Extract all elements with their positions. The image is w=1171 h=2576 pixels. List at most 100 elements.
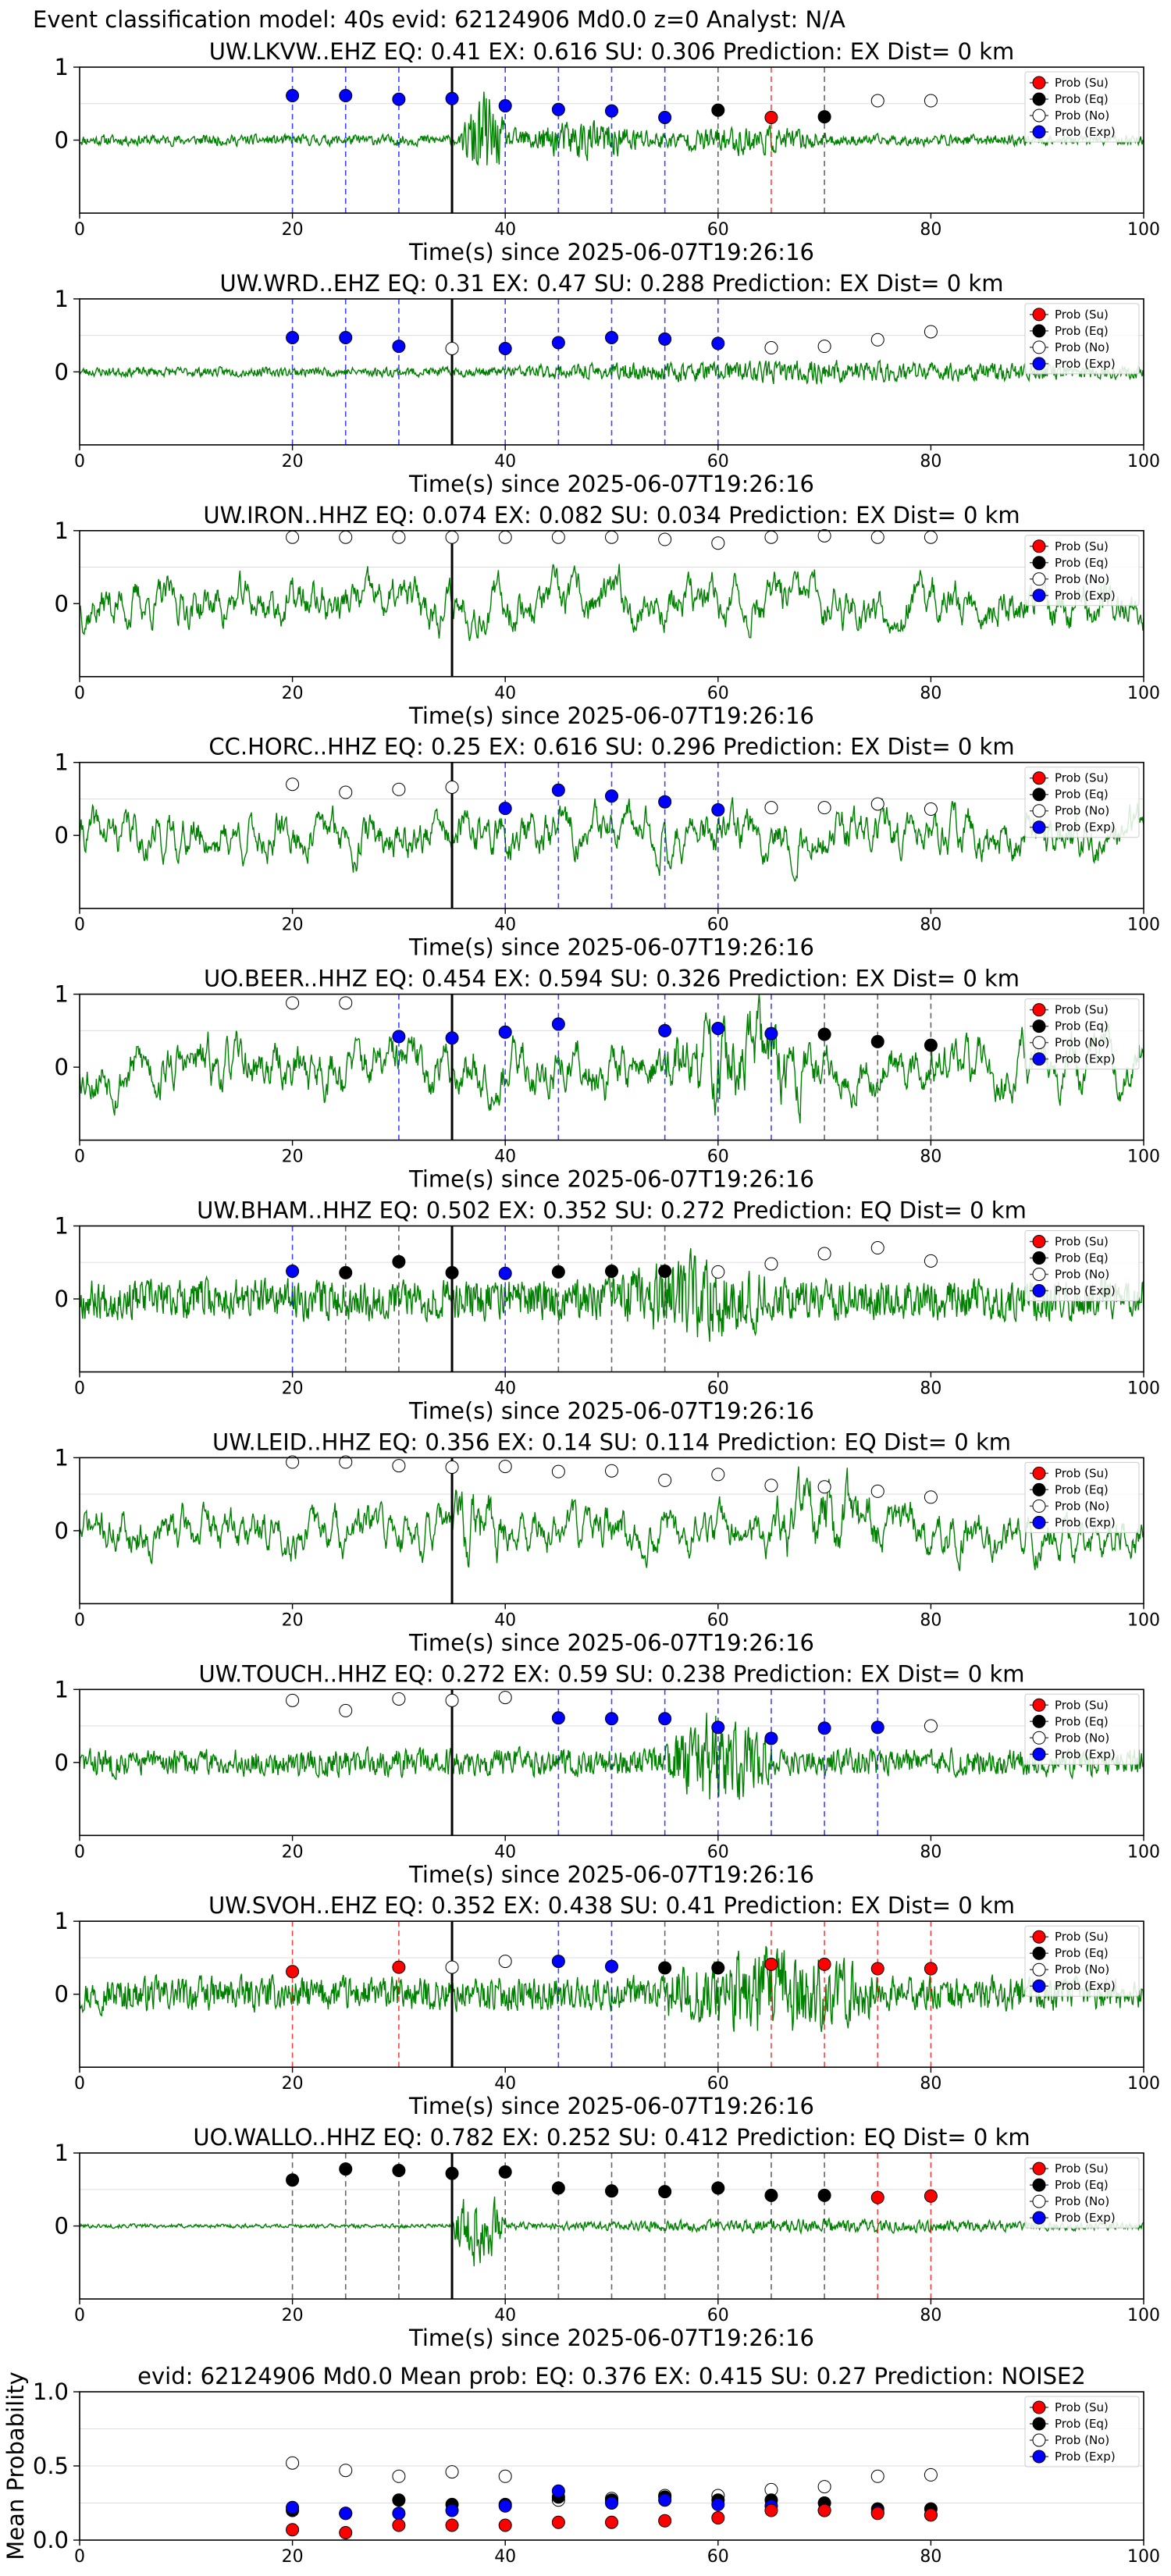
legend-marker-exp — [1032, 125, 1046, 139]
legend-label-exp: Prob (Exp) — [1055, 1979, 1116, 1993]
prob-point-no — [924, 325, 938, 339]
panel-title: UO.WALLO..HHZ EQ: 0.782 EX: 0.252 SU: 0.… — [193, 2124, 1030, 2151]
legend-marker-exp — [1032, 1052, 1046, 1066]
y-tick-label: 0 — [55, 1286, 69, 1312]
x-tick-label: 0 — [74, 2306, 85, 2325]
prob-point-no — [817, 1247, 831, 1261]
legend-marker-no — [1032, 1268, 1046, 1281]
x-tick-label: 0 — [74, 220, 85, 240]
prob-point-no — [658, 1473, 672, 1487]
chart-panel-10: UO.WALLO..HHZ EQ: 0.782 EX: 0.252 SU: 0.… — [55, 2124, 1160, 2351]
mean-point-exp — [551, 2484, 565, 2498]
legend-label-eq: Prob (Eq) — [1055, 1946, 1109, 1960]
legend-box — [1024, 303, 1140, 375]
mean-point-exp — [711, 2497, 725, 2511]
x-tick-label: 0 — [74, 2547, 85, 2567]
prob-point-no — [445, 530, 459, 544]
prob-point-exp — [498, 1025, 512, 1039]
legend-label-no: Prob (No) — [1055, 572, 1109, 586]
prob-point-no — [764, 341, 778, 355]
x-tick-label: 80 — [920, 916, 941, 935]
x-tick-label: 100 — [1127, 1147, 1160, 1167]
x-tick-label: 100 — [1127, 452, 1160, 471]
prob-point-no — [817, 1480, 831, 1494]
mean-point-exp — [658, 2493, 672, 2507]
x-axis-label: Time(s) since 2025-06-07T19:26:16 — [408, 2325, 814, 2351]
prob-point-exp — [445, 91, 459, 105]
prob-point-eq — [658, 1961, 672, 1975]
legend-marker-eq — [1032, 92, 1046, 106]
prob-point-eq — [551, 1265, 565, 1279]
chart-panel-11: evid: 62124906 Md0.0 Mean prob: EQ: 0.37… — [2, 2363, 1160, 2567]
legend-label-exp: Prob (Exp) — [1055, 2211, 1116, 2225]
legend-marker-su — [1032, 1466, 1046, 1480]
prob-point-eq — [817, 2188, 831, 2202]
chart-panel-9: UW.SVOH..EHZ EQ: 0.352 EX: 0.438 SU: 0.4… — [55, 1892, 1160, 2119]
legend-marker-eq — [1032, 788, 1046, 802]
prob-point-su — [870, 1962, 884, 1976]
mean-point-su — [445, 2518, 459, 2532]
prob-point-no — [870, 94, 884, 108]
prob-point-exp — [551, 783, 565, 797]
prob-point-su — [817, 1957, 831, 1971]
prob-point-no — [711, 1468, 725, 1482]
y-tick-label: 0 — [55, 822, 69, 849]
legend-box — [1024, 1693, 1140, 1765]
legend-box — [1024, 535, 1140, 607]
prob-point-exp — [658, 1023, 672, 1037]
x-tick-label: 0 — [74, 916, 85, 935]
x-tick-label: 60 — [707, 684, 729, 703]
prob-point-exp — [870, 1720, 884, 1735]
mean-point-no — [286, 2456, 300, 2470]
x-tick-label: 60 — [707, 1379, 729, 1399]
prob-point-exp — [605, 104, 618, 118]
y-tick-label: 0 — [55, 590, 69, 617]
legend-label-no: Prob (No) — [1055, 1036, 1109, 1050]
prob-point-eq — [817, 1027, 831, 1041]
x-tick-label: 40 — [494, 1842, 516, 1862]
axes-frame — [79, 529, 1144, 678]
legend-label-no: Prob (No) — [1055, 1499, 1109, 1513]
x-tick-label: 0 — [74, 1610, 85, 1630]
legend-label-su: Prob (Su) — [1055, 1930, 1109, 1944]
y-tick-label: 0 — [55, 1981, 69, 2008]
prob-point-exp — [339, 330, 353, 344]
y-tick-label: 0.0 — [33, 2527, 69, 2553]
prob-point-eq — [392, 2164, 406, 2178]
legend-marker-su — [1032, 2161, 1046, 2176]
prob-point-no — [817, 801, 831, 815]
legend-label-exp: Prob (Exp) — [1055, 2450, 1116, 2464]
prob-point-no — [286, 996, 300, 1010]
prob-point-exp — [658, 1712, 672, 1726]
legend-label-su: Prob (Su) — [1055, 1003, 1109, 1017]
x-axis-label: Time(s) since 2025-06-07T19:26:16 — [408, 1398, 814, 1425]
x-axis-label: Time(s) since 2025-06-07T19:26:16 — [408, 1629, 814, 1656]
x-tick-label: 20 — [282, 1610, 304, 1630]
mean-point-su — [605, 2515, 618, 2529]
mean-point-no — [392, 2469, 406, 2483]
prob-point-exp — [498, 1266, 512, 1280]
prob-point-no — [286, 530, 300, 544]
prob-point-su — [924, 2189, 938, 2203]
prob-point-su — [286, 1965, 300, 1979]
mean-point-exp — [392, 2507, 406, 2521]
legend-label-eq: Prob (Eq) — [1055, 2417, 1109, 2431]
legend-label-eq: Prob (Eq) — [1055, 1251, 1109, 1265]
legend-marker-eq — [1032, 1019, 1046, 1034]
prob-point-exp — [817, 1721, 831, 1735]
x-tick-label: 0 — [74, 1147, 85, 1167]
legend-box — [1024, 767, 1140, 838]
legend-label-su: Prob (Su) — [1055, 2161, 1109, 2176]
prob-point-su — [764, 111, 778, 125]
legend-marker-no — [1032, 572, 1046, 586]
prob-point-no — [392, 782, 406, 796]
legend-marker-no — [1032, 1962, 1046, 1976]
legend-marker-exp — [1032, 589, 1046, 603]
x-tick-label: 60 — [707, 1147, 729, 1167]
x-tick-label: 80 — [920, 2074, 941, 2094]
prob-point-no — [870, 1484, 884, 1498]
prob-point-no — [551, 1464, 565, 1478]
legend-marker-eq — [1032, 556, 1046, 570]
legend-marker-exp — [1032, 357, 1046, 371]
